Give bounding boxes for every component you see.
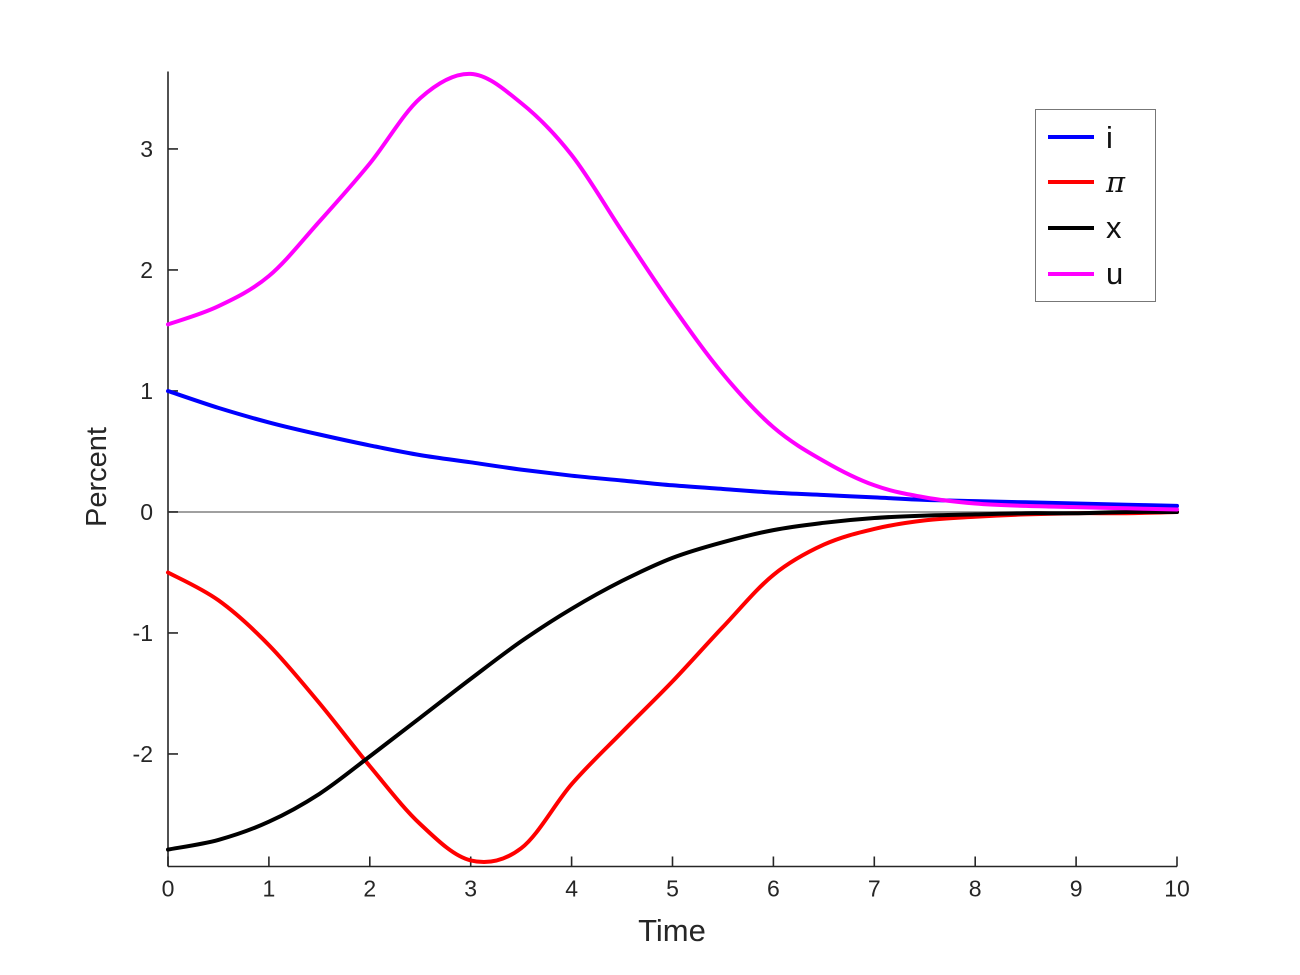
x-tick-label-5: 5 (666, 876, 679, 902)
y-tick-label-5: 3 (140, 136, 153, 162)
legend-label-x: x (1106, 210, 1122, 246)
curve-i (166, 389, 1179, 508)
y-tick-label-3: 1 (140, 378, 153, 404)
x-tick-label-7: 7 (868, 876, 881, 902)
legend-swatch-i (1048, 135, 1094, 140)
legend-item-pi: π (1036, 164, 1155, 199)
x-tick-label-1: 1 (263, 876, 276, 902)
legend-label-i: i (1106, 119, 1113, 155)
axes-layer (167, 71, 1178, 868)
x-tick-label-3: 3 (464, 876, 477, 902)
legend-item-i: i (1036, 122, 1155, 153)
y-tick-label-0: -2 (133, 741, 153, 767)
y-axis-label: Percent (81, 427, 113, 527)
curve-u (166, 71, 1179, 512)
x-tick-label-4: 4 (565, 876, 578, 902)
legend-label-u: u (1106, 256, 1124, 292)
x-tick-label-6: 6 (767, 876, 780, 902)
legend-label-pi: π (1106, 164, 1126, 199)
x-axis-label: Time (638, 913, 706, 948)
x-tick-label-10: 10 (1164, 876, 1190, 902)
curve-pi (166, 510, 1179, 865)
x-tick-label-2: 2 (363, 876, 376, 902)
y-tick-label-2: 0 (140, 499, 153, 525)
legend-swatch-x (1048, 225, 1094, 230)
y-tick-label-1: -1 (133, 620, 153, 646)
legend-item-x: x (1036, 212, 1155, 243)
legend-item-u: u (1036, 258, 1155, 289)
x-tick-label-0: 0 (162, 876, 175, 902)
tick-label-layer: 0 1 2 3 4 5 6 7 8 9 10 -2 -1 0 1 2 3 (133, 136, 1190, 902)
x-tick-label-8: 8 (969, 876, 982, 902)
y-tick-label-4: 2 (140, 257, 153, 283)
x-tick-label-9: 9 (1070, 876, 1083, 902)
curve-layer (166, 71, 1179, 865)
curve-x (166, 509, 1179, 852)
legend-swatch-u (1048, 271, 1094, 276)
legend-swatch-pi (1048, 180, 1094, 185)
